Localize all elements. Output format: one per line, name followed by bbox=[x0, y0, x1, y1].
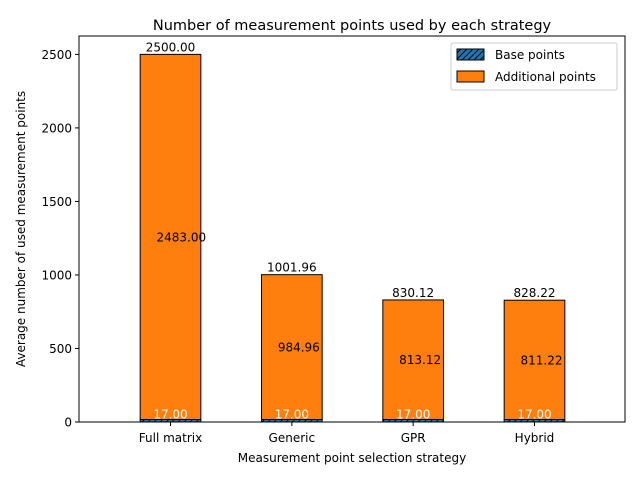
legend-box bbox=[450, 42, 618, 91]
legend-swatch-additional bbox=[456, 70, 485, 83]
label-additional-2: 813.12 bbox=[399, 353, 441, 367]
label-additional-3: 811.22 bbox=[521, 353, 563, 367]
label-total-0: 2500.00 bbox=[146, 40, 196, 54]
label-additional-1: 984.96 bbox=[278, 341, 320, 355]
x-tick-label-1: Generic bbox=[269, 431, 316, 445]
x-tick-label-3: Hybrid bbox=[515, 431, 555, 445]
label-total-1: 1001.96 bbox=[267, 261, 317, 275]
x-tick-label-0: Full matrix bbox=[139, 431, 202, 445]
y-tick-label-0: 0 bbox=[64, 416, 72, 430]
plot-area: 0 500 1000 1500 2000 2500 Full matrix 2483.00 17… bbox=[41, 40, 566, 445]
plot-frame bbox=[78, 35, 626, 423]
label-base-2: 17.00 bbox=[396, 408, 430, 422]
y-tick-label-1000: 1000 bbox=[41, 268, 72, 282]
label-total-3: 828.22 bbox=[514, 286, 556, 300]
legend-label-additional: Additional points bbox=[495, 70, 596, 84]
y-axis-label: Average number of used measurement point… bbox=[14, 91, 28, 367]
bar-additional-2 bbox=[382, 299, 445, 421]
y-tick-label-500: 500 bbox=[49, 342, 72, 356]
legend: Base points Additional points bbox=[450, 42, 618, 91]
chart-title: Number of measurement points used by eac… bbox=[153, 18, 552, 34]
y-tick-label-2000: 2000 bbox=[41, 121, 72, 135]
y-tick-label-1500: 1500 bbox=[41, 195, 72, 209]
legend-label-base: Base points bbox=[495, 48, 565, 62]
label-base-3: 17.00 bbox=[517, 408, 551, 422]
y-tick-label-2500: 2500 bbox=[41, 48, 72, 62]
x-tick-label-2: GPR bbox=[401, 431, 426, 445]
label-additional-0: 2483.00 bbox=[157, 230, 207, 244]
label-base-1: 17.00 bbox=[275, 408, 309, 422]
label-total-2: 830.12 bbox=[392, 286, 434, 300]
bar-additional-1 bbox=[261, 274, 323, 421]
x-axis-label: Measurement point selection strategy bbox=[238, 451, 466, 465]
legend-swatch-base bbox=[456, 48, 485, 61]
bar-additional-3 bbox=[503, 299, 566, 421]
label-base-0: 17.00 bbox=[153, 408, 187, 422]
